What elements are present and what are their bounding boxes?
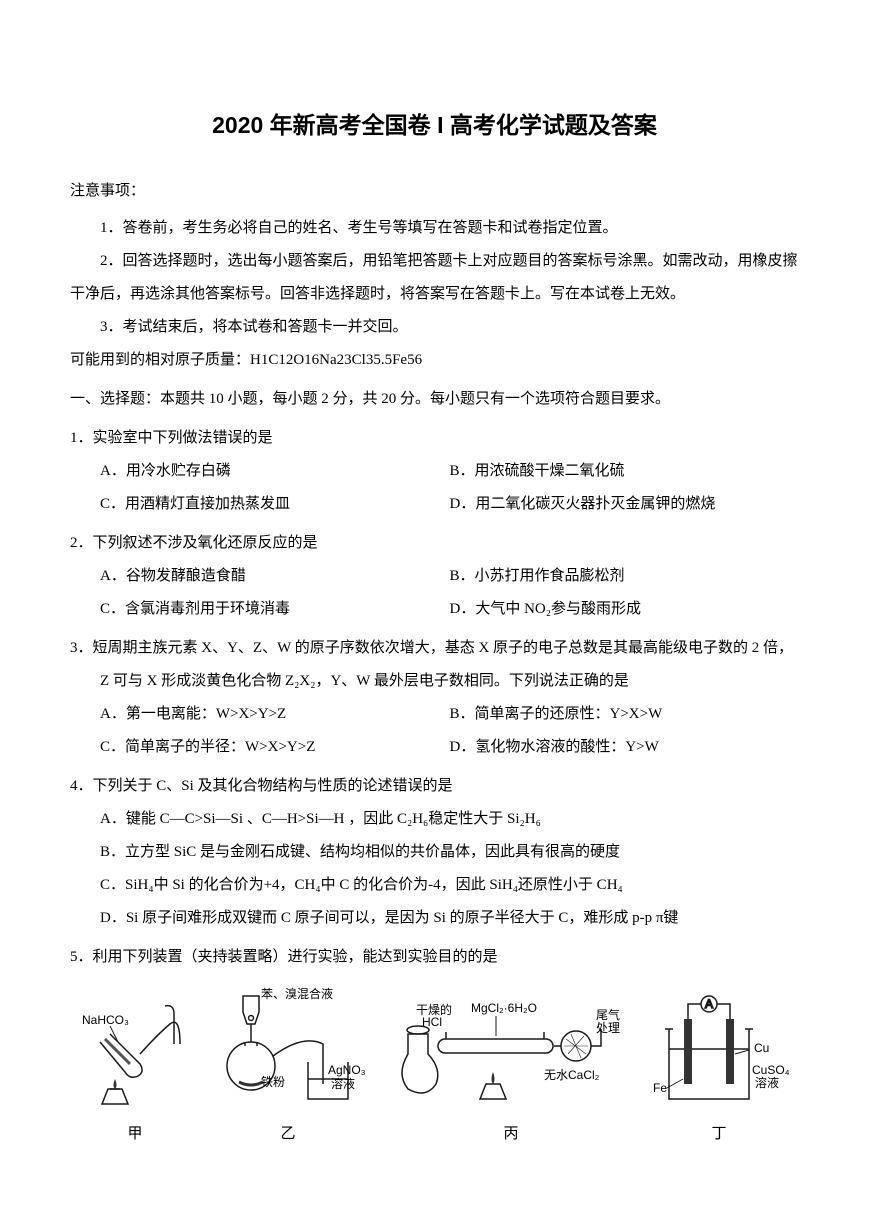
question-1: 1．实验室中下列做法错误的是 A．用冷水贮存白磷 B．用浓硫酸干燥二氧化硫 C．… (70, 422, 799, 521)
question-4: 4．下列关于 C、Si 及其化合物结构与性质的论述错误的是 A．键能 C—C>S… (70, 770, 799, 935)
q5-stem: 5．利用下列装置（夹持装置略）进行实验，能达到实验目的的是 (70, 941, 799, 974)
atomic-mass: 可能用到的相对原子质量：H1C12O16Na23Cl35.5Fe56 (70, 344, 799, 377)
q3-option-b: B．简单离子的还原性：Y>X>W (450, 698, 800, 731)
apparatus-a-label: 甲 (127, 1118, 142, 1151)
q1-option-d: D．用二氧化碳灭火器扑灭金属钾的燃烧 (450, 488, 800, 521)
label-agno3-1: AgNO₃ (328, 1063, 366, 1077)
label-cu: Cu (754, 1041, 769, 1055)
q4-stem: 4．下列关于 C、Si 及其化合物结构与性质的论述错误的是 (70, 770, 799, 803)
apparatus-c: 干燥的 HCl MgCl₂·6H₂O 无水CaCl₂ 尾气 处理 丙 (386, 984, 636, 1151)
label-nahco3: NaHCO₃ (82, 1013, 129, 1027)
label-agno3-2: 溶液 (331, 1076, 355, 1091)
q2-option-c: C．含氯消毒剂用于环境消毒 (100, 593, 450, 626)
apparatus-b-label: 乙 (280, 1118, 295, 1151)
q3-option-a: A．第一电离能：W>X>Y>Z (100, 698, 450, 731)
apparatus-d: A Fe Cu CuSO₄ 溶液 丁 (649, 984, 789, 1151)
label-fe: Fe (653, 1081, 667, 1095)
question-5: 5．利用下列装置（夹持装置略）进行实验，能达到实验目的的是 (70, 941, 799, 974)
question-3: 3．短周期主族元素 X、Y、Z、W 的原子序数依次增大，基态 X 原子的电子总数… (70, 632, 799, 764)
svg-text:A: A (705, 997, 713, 1011)
notice-3: 3．考试结束后，将本试卷和答题卡一并交回。 (70, 311, 799, 344)
apparatus-diagrams: NaHCO₃ 甲 苯、溴混合液 铁 (70, 984, 799, 1151)
question-2: 2．下列叙述不涉及氧化还原反应的是 A．谷物发酵酿造食醋 B．小苏打用作食品膨松… (70, 527, 799, 626)
label-cuso4-1: CuSO₄ (752, 1063, 789, 1077)
q1-option-c: C．用酒精灯直接加热蒸发皿 (100, 488, 450, 521)
q2-stem: 2．下列叙述不涉及氧化还原反应的是 (70, 527, 799, 560)
label-iron: 铁粉 (261, 1075, 285, 1089)
label-tail-1: 尾气 (596, 1007, 620, 1022)
q1-option-a: A．用冷水贮存白磷 (100, 455, 450, 488)
label-cacl2: 无水CaCl₂ (544, 1068, 600, 1082)
q3-option-d: D．氢化物水溶液的酸性：Y>W (450, 731, 800, 764)
label-tail-2: 处理 (596, 1021, 620, 1035)
apparatus-a: NaHCO₃ 甲 (80, 994, 190, 1151)
q4-option-b: B．立方型 SiC 是与金刚石成键、结构均相似的共价晶体，因此具有很高的硬度 (100, 836, 799, 869)
apparatus-d-label: 丁 (711, 1118, 726, 1151)
q2-option-b: B．小苏打用作食品膨松剂 (450, 560, 800, 593)
section-1-header: 一、选择题：本题共 10 小题，每小题 2 分，共 20 分。每小题只有一个选项… (70, 383, 799, 416)
label-hcl-2: HCl (422, 1015, 442, 1029)
q3-option-c: C．简单离子的半径：W>X>Y>Z (100, 731, 450, 764)
label-cuso4-2: 溶液 (755, 1075, 779, 1090)
q2-option-d: D．大气中 NO₂参与酸雨形成 (450, 593, 800, 626)
q4-option-a: A．键能 C—C>Si—Si 、C—H>Si—H ，因此 C₂H₆稳定性大于 S… (100, 803, 799, 836)
exam-title: 2020 年新高考全国卷 I 高考化学试题及答案 (70, 100, 799, 151)
q4-option-d: D．Si 原子间难形成双键而 C 原子间可以，是因为 Si 的原子半径大于 C，… (100, 902, 799, 935)
notice-1: 1．答卷前，考生务必将自己的姓名、考生号等填写在答题卡和试卷指定位置。 (70, 212, 799, 245)
q2-option-a: A．谷物发酵酿造食醋 (100, 560, 450, 593)
q1-option-b: B．用浓硫酸干燥二氧化硫 (450, 455, 800, 488)
label-mgcl2: MgCl₂·6H₂O (471, 1001, 537, 1015)
notice-2: 2．回答选择题时，选出每小题答案后，用铅笔把答题卡上对应题目的答案标号涂黑。如需… (70, 245, 799, 311)
q1-stem: 1．实验室中下列做法错误的是 (70, 422, 799, 455)
apparatus-c-label: 丙 (503, 1118, 518, 1151)
notice-label: 注意事项： (70, 175, 799, 208)
label-benzene-br: 苯、溴混合液 (261, 986, 333, 1001)
apparatus-b: 苯、溴混合液 铁粉 AgNO₃ 溶液 乙 (203, 984, 373, 1151)
q4-option-c: C．SiH₄中 Si 的化合价为+4，CH₄中 C 的化合价为-4，因此 SiH… (100, 869, 799, 902)
q3-stem-2: Z 可与 X 形成淡黄色化合物 Z₂X₂，Y、W 最外层电子数相同。下列说法正确… (70, 665, 799, 698)
q3-stem-1: 3．短周期主族元素 X、Y、Z、W 的原子序数依次增大，基态 X 原子的电子总数… (70, 632, 799, 665)
